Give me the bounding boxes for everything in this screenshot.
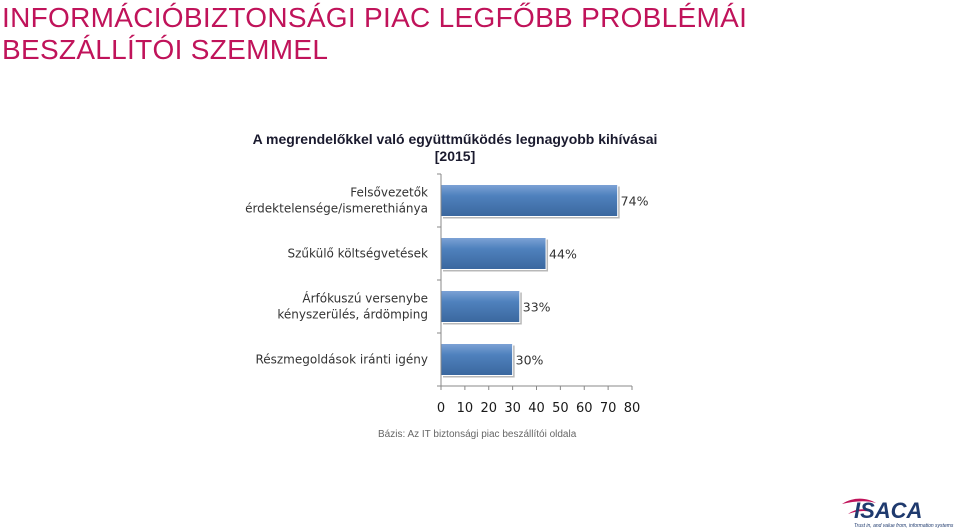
page-title-line-2: BESZÁLLÍTÓI SZEMMEL (2, 34, 329, 65)
x-tick-label: 0 (437, 401, 445, 416)
footnote: Bázis: Az IT biztonsági piac beszállítói… (378, 429, 577, 440)
data-label: 74% (621, 194, 649, 209)
logo-tagline: Trust in, and value from, information sy… (854, 523, 954, 529)
bar (440, 343, 514, 376)
x-tick-label: 10 (457, 401, 474, 416)
chart-subtitle: [2015] (434, 148, 476, 164)
bar (440, 184, 619, 217)
category-label: Szűkülő költségvetések (287, 247, 428, 261)
isaca-logo[interactable]: ISACA Trust in, and value from, informat… (840, 490, 958, 530)
isaca-swoosh-icon (842, 498, 876, 514)
category-label: Felsővezetők érdektelensége/ismerethiánya (245, 186, 428, 216)
data-label: 30% (516, 353, 544, 368)
x-tick-label: 70 (600, 401, 617, 416)
page-title-line-1: INFORMÁCIÓBIZTONSÁGI PIAC LEGFŐBB PROBLÉ… (2, 2, 748, 33)
category-label: Árfókuszú versenybe kényszerülés, árdömpi… (277, 291, 428, 322)
category-label: Részmegoldások iránti igény (255, 353, 428, 367)
bar (440, 237, 547, 270)
data-label: 44% (549, 247, 577, 262)
x-tick-label: 50 (552, 401, 569, 416)
logo-brand-text: ISACA (854, 498, 922, 523)
x-tick-label: 30 (504, 401, 521, 416)
bar (440, 290, 521, 323)
x-tick-label: 20 (480, 401, 497, 416)
data-label: 33% (523, 300, 551, 315)
x-tick-label: 80 (624, 401, 641, 416)
x-tick-label: 60 (576, 401, 593, 416)
x-tick-label: 40 (528, 401, 545, 416)
page-title: INFORMÁCIÓBIZTONSÁGI PIAC LEGFŐBB PROBLÉ… (2, 2, 747, 66)
chart-title: A megrendelőkkel való együttműködés legn… (252, 131, 658, 147)
